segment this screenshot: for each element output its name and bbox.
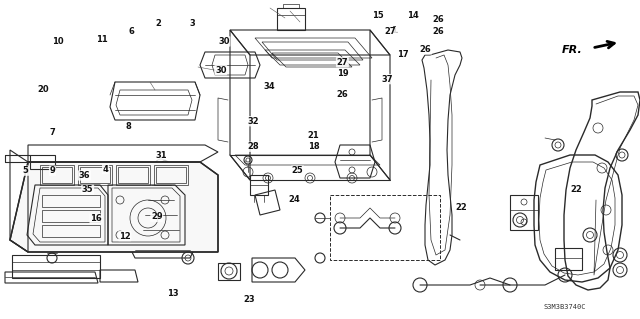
Bar <box>156 167 186 183</box>
Text: 23: 23 <box>244 295 255 304</box>
Text: FR.: FR. <box>563 45 583 55</box>
Text: 8: 8 <box>125 122 131 130</box>
Text: 1: 1 <box>390 26 397 35</box>
Text: 15: 15 <box>372 11 383 20</box>
Text: 31: 31 <box>156 151 167 160</box>
Text: 21: 21 <box>308 131 319 140</box>
Bar <box>118 167 148 183</box>
Text: 24: 24 <box>289 195 300 204</box>
Text: 10: 10 <box>52 37 63 46</box>
Text: 18: 18 <box>308 142 319 151</box>
Text: 37: 37 <box>381 75 393 84</box>
Text: 28: 28 <box>247 142 259 151</box>
Bar <box>78 165 112 185</box>
Bar <box>42 210 100 222</box>
Text: 9: 9 <box>50 166 55 175</box>
Text: 29: 29 <box>151 212 163 221</box>
Bar <box>330 195 440 260</box>
Text: 12: 12 <box>119 232 131 241</box>
Text: 26: 26 <box>420 45 431 54</box>
Text: 2: 2 <box>156 19 162 28</box>
Text: 27: 27 <box>337 58 348 67</box>
Text: 17: 17 <box>397 50 409 59</box>
Text: 30: 30 <box>215 66 227 75</box>
Text: 22: 22 <box>570 185 582 194</box>
Text: 7: 7 <box>50 128 55 137</box>
Text: 6: 6 <box>128 27 134 36</box>
Text: S3M3B3740C: S3M3B3740C <box>543 304 586 310</box>
Text: 25: 25 <box>292 166 303 175</box>
Bar <box>42 195 100 207</box>
Text: 11: 11 <box>97 35 108 44</box>
Bar <box>510 195 538 230</box>
Text: 32: 32 <box>247 117 259 126</box>
Text: 35: 35 <box>82 185 93 194</box>
Text: 26: 26 <box>433 15 444 24</box>
Polygon shape <box>10 162 218 252</box>
Text: 16: 16 <box>90 214 102 223</box>
Text: 34: 34 <box>263 82 275 91</box>
Bar <box>30 155 55 169</box>
Text: 22: 22 <box>455 203 467 212</box>
Text: 20: 20 <box>38 85 49 94</box>
Text: 27: 27 <box>385 27 396 36</box>
Text: 5: 5 <box>22 166 29 175</box>
Bar <box>42 225 100 237</box>
Text: 4: 4 <box>102 165 109 174</box>
Text: 30: 30 <box>218 37 230 46</box>
Bar <box>116 165 150 185</box>
Text: 19: 19 <box>337 69 348 78</box>
Bar <box>80 167 110 183</box>
Text: 26: 26 <box>337 90 348 99</box>
Bar <box>277 8 305 30</box>
Text: 26: 26 <box>433 27 444 36</box>
Text: 14: 14 <box>407 11 419 20</box>
Text: 3: 3 <box>189 19 195 28</box>
Text: 36: 36 <box>79 171 90 180</box>
Bar <box>154 165 188 185</box>
Text: 13: 13 <box>167 289 179 298</box>
Bar <box>40 165 74 185</box>
Bar <box>42 167 72 183</box>
